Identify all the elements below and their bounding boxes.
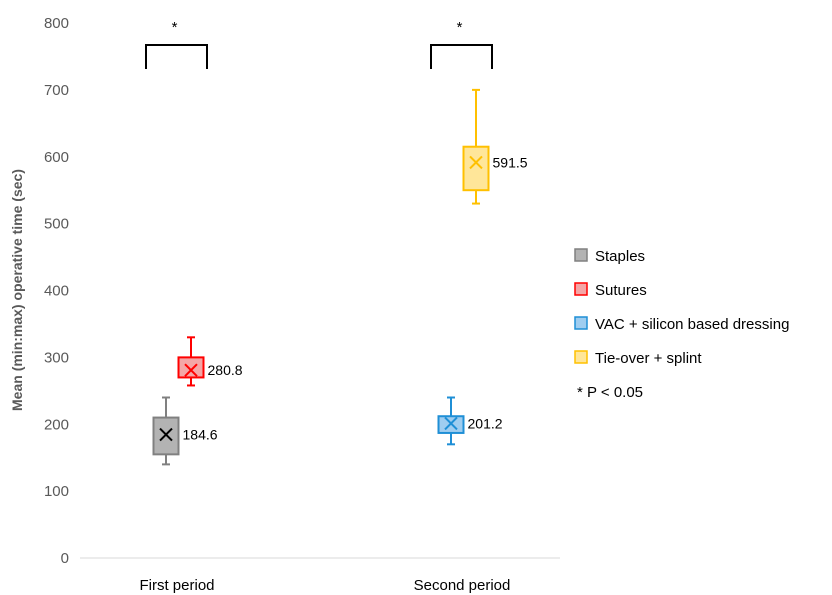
legend-label: Tie-over + splint — [595, 350, 702, 367]
y-axis-label: Mean (min:max) operative time (sec) — [9, 169, 25, 411]
y-tick-label: 400 — [44, 283, 69, 300]
legend: Staples Sutures VAC + silicon based dressi… — [574, 248, 789, 401]
box-staples: 184.6 — [152, 396, 218, 466]
legend-label: VAC + silicon based dressing — [595, 316, 789, 333]
y-tick-label: 300 — [44, 349, 69, 366]
y-tick-label: 600 — [44, 149, 69, 166]
legend-label: Sutures — [595, 282, 647, 299]
box-tie-over-splint: 591.5 — [462, 88, 528, 205]
mean-marker — [184, 363, 198, 377]
box-rect — [177, 356, 205, 379]
legend-swatch — [574, 316, 588, 330]
category-labels: First period Second period — [139, 577, 510, 594]
significance-brackets: * * — [145, 19, 493, 69]
mean-value-label: 591.5 — [493, 154, 528, 170]
box-vac-silicon-based-dressing: 201.2 — [437, 396, 503, 446]
legend-swatch — [574, 350, 588, 364]
mean-marker — [469, 155, 483, 170]
significance-bracket — [430, 44, 493, 69]
legend-swatch — [574, 282, 588, 296]
box-sutures: 280.8 — [177, 336, 243, 387]
significance-star: * — [457, 19, 463, 36]
box-rect — [462, 145, 490, 192]
legend-swatch — [574, 248, 588, 262]
x-category-label: Second period — [414, 577, 511, 594]
boxes: 184.6 280.8 201.2 591.5 — [152, 88, 528, 466]
x-category-label: First period — [139, 577, 214, 594]
mean-marker — [444, 416, 458, 431]
y-tick-label: 200 — [44, 416, 69, 433]
legend-label: Staples — [595, 248, 645, 265]
legend-note: * P < 0.05 — [577, 384, 643, 401]
significance-star: * — [172, 19, 178, 36]
y-tick-label: 100 — [44, 483, 69, 500]
y-tick-label: 700 — [44, 82, 69, 99]
mean-value-label: 201.2 — [468, 415, 503, 431]
mean-value-label: 280.8 — [208, 362, 243, 378]
y-tick-label: 800 — [44, 15, 69, 32]
significance-bracket — [145, 44, 208, 69]
y-tick-label: 500 — [44, 216, 69, 233]
y-tick-label: 0 — [61, 550, 69, 567]
mean-marker — [159, 427, 173, 442]
mean-value-label: 184.6 — [183, 427, 218, 443]
y-axis-ticks: 0 100 200 300 400 500 600 700 800 — [44, 15, 69, 567]
